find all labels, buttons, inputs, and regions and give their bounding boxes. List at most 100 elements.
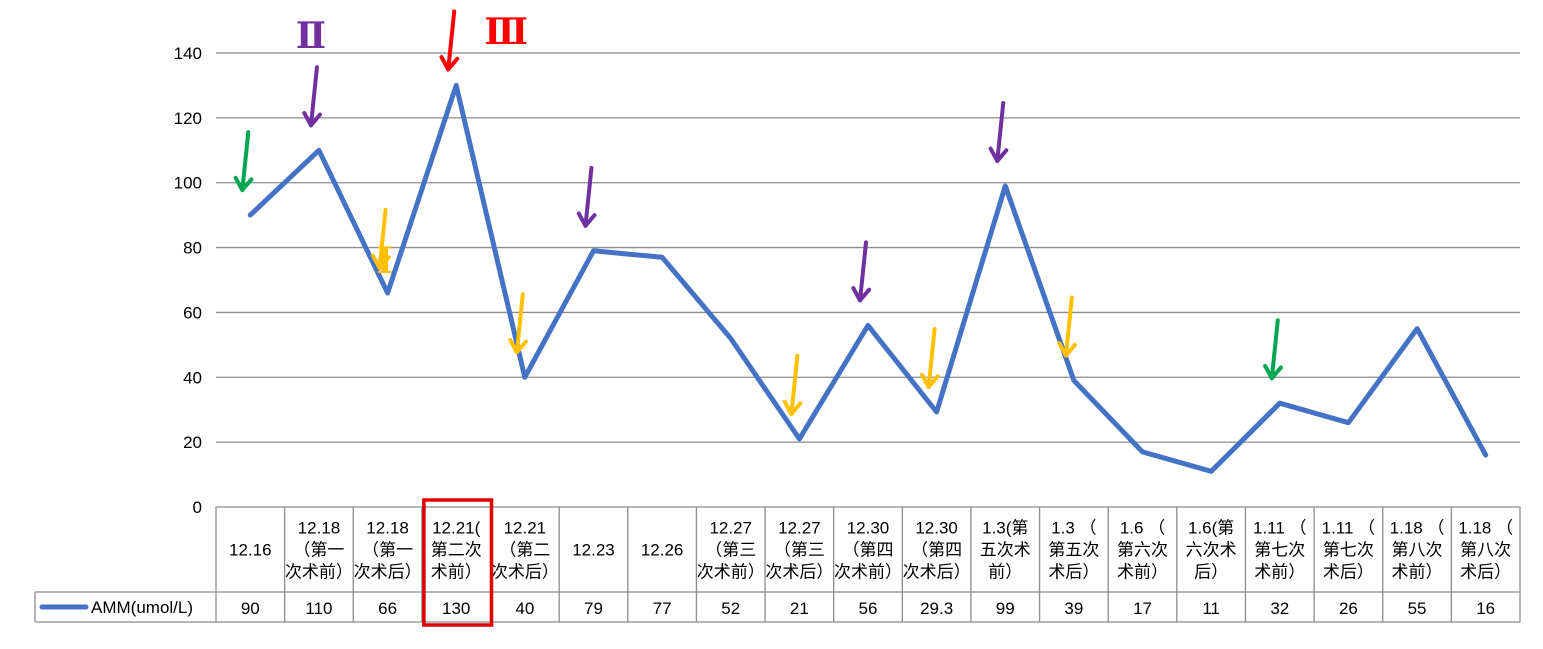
annotations: Ⅱ Ⅲ I (233, 9, 1283, 416)
category-label: 五次术 (980, 541, 1031, 560)
annotation-arrow (446, 9, 457, 72)
category-label: 次术前） (285, 563, 353, 582)
value-label: 29.3 (920, 599, 953, 618)
category-label: 第二次 (431, 541, 482, 560)
category-label: 12.27 (709, 519, 752, 538)
category-label: 第五次 (1048, 541, 1099, 560)
category-label: 术前） (1117, 563, 1168, 582)
annotation-arrow (240, 130, 251, 193)
series-line-group (247, 82, 1489, 474)
value-label: 110 (305, 599, 332, 618)
annotation-arrow (1269, 318, 1280, 381)
value-label: 11 (1202, 599, 1220, 618)
category-label: 1.11 （ (1253, 519, 1307, 538)
annotation-label: Ⅲ (484, 11, 528, 53)
annotation-arrowhead (988, 146, 1009, 163)
category-label: 术前） (431, 563, 482, 582)
category-label: 第七次 (1323, 541, 1374, 560)
annotation-arrow (789, 353, 800, 416)
category-label: 次术前） (834, 563, 902, 582)
annotation-arrow (308, 65, 319, 128)
category-label: 1.6 （ (1120, 519, 1165, 538)
gridlines (216, 52, 1520, 443)
category-label: 次术前） (697, 563, 765, 582)
value-label: 40 (515, 599, 534, 618)
category-label: 第八次 (1392, 541, 1443, 560)
category-label: 1.3(第 (982, 519, 1028, 538)
value-label: 52 (721, 599, 740, 618)
category-label: 术后） (1048, 563, 1099, 582)
value-label: 21 (790, 599, 809, 618)
y-tick-label: 120 (174, 109, 202, 128)
category-label: 1.18 （ (1390, 519, 1445, 538)
category-label: 次术后） (491, 563, 559, 582)
category-label: 术前） (1254, 563, 1305, 582)
annotation-arrow (926, 326, 937, 389)
category-label: 次术后） (903, 563, 971, 582)
category-label: 第七次 (1254, 541, 1305, 560)
category-label: 第八次 (1460, 541, 1511, 560)
category-label: （第一 (362, 541, 413, 560)
category-label: 前） (988, 563, 1022, 582)
value-label: 56 (859, 599, 878, 618)
value-label: 17 (1133, 599, 1152, 618)
annotation-arrowhead (1057, 341, 1077, 358)
y-tick-label: 80 (183, 239, 202, 258)
category-label: 12.18 (298, 519, 341, 538)
annotation-arrowhead (233, 175, 254, 193)
annotation-arrowhead (919, 372, 940, 389)
annotation-label: I (376, 240, 393, 282)
annotation-arrow (858, 240, 868, 303)
category-label: 第六次 (1117, 541, 1168, 560)
category-label: 1.3 （ (1051, 519, 1096, 538)
y-tick-label: 60 (183, 303, 202, 322)
category-label: 术后） (1460, 563, 1511, 582)
annotation-arrowhead (576, 211, 597, 228)
category-label: （第四 (911, 541, 962, 560)
value-label: 32 (1270, 599, 1289, 618)
category-label: 12.23 (572, 541, 615, 560)
y-tick-label: 40 (183, 368, 202, 387)
category-label: 12.21( (432, 519, 481, 538)
category-label: 12.30 (915, 519, 958, 538)
category-label: 12.18 (366, 519, 409, 538)
category-label: （第三 (705, 541, 756, 560)
annotation-arrowhead (851, 286, 872, 303)
category-label: （第三 (774, 541, 825, 560)
category-label: 1.6(第 (1188, 519, 1234, 538)
value-label: 77 (653, 599, 672, 618)
annotation-arrow (377, 207, 388, 270)
highlight-rect (422, 498, 494, 627)
category-label: 术前） (1392, 563, 1443, 582)
value-label: 55 (1408, 599, 1427, 618)
category-label: 次术后） (354, 563, 422, 582)
highlight-box (422, 498, 494, 627)
annotation-arrowhead (508, 337, 528, 355)
annotation-arrowhead (782, 399, 803, 416)
category-label: 次术后） (765, 563, 833, 582)
annotation-arrowhead (1263, 363, 1283, 381)
category-label: 12.16 (229, 541, 272, 560)
annotation-arrow (995, 100, 1006, 163)
annotation-arrowhead (439, 55, 460, 72)
category-label: 12.26 (641, 541, 684, 560)
value-label: 39 (1064, 599, 1083, 618)
category-label: 12.21 (504, 519, 547, 538)
category-label: 1.11 （ (1322, 519, 1376, 538)
category-label: （第二 (499, 541, 550, 560)
value-label: 79 (584, 599, 603, 618)
y-tick-label: 20 (183, 433, 202, 452)
category-label: （第一 (293, 541, 344, 560)
annotation-arrow (583, 165, 594, 228)
y-axis-tick-labels: 0 20 40 60 80 100 120 140 (174, 44, 202, 517)
category-label: 12.30 (847, 519, 890, 538)
series-line (247, 82, 1489, 474)
value-label: 26 (1339, 599, 1358, 618)
annotation-arrowhead (302, 110, 322, 128)
y-tick-label: 100 (174, 174, 202, 193)
category-label: 12.27 (778, 519, 821, 538)
category-label: 术后） (1323, 563, 1374, 582)
value-label: 90 (241, 599, 260, 618)
value-label: 66 (378, 599, 397, 618)
